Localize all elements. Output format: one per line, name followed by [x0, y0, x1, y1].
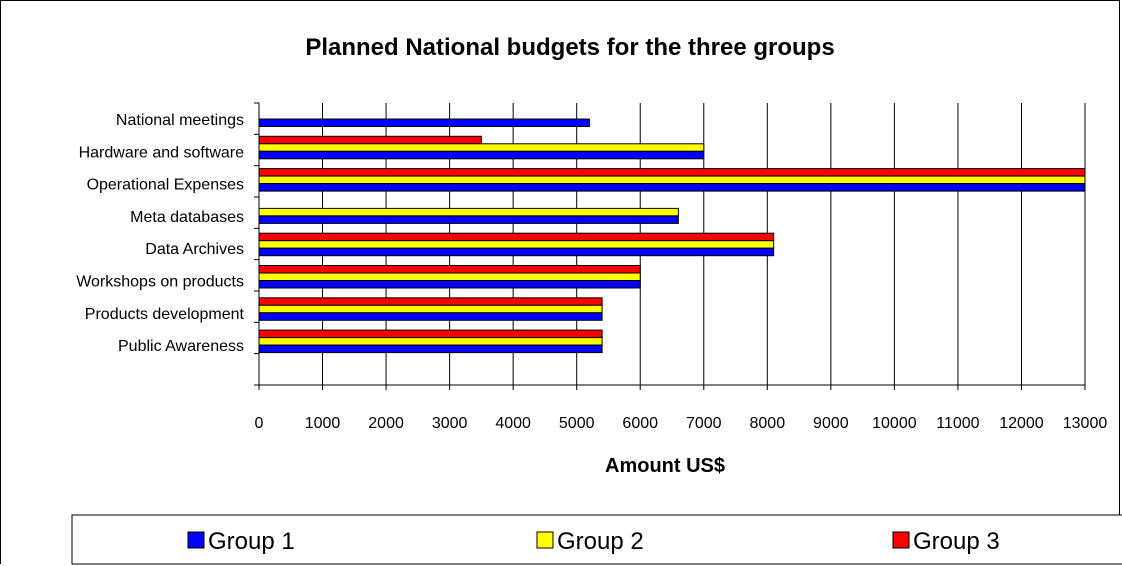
x-tick-label: 2000 [368, 415, 404, 432]
bar [258, 183, 1086, 192]
x-tick-label: 7000 [686, 415, 722, 432]
x-tick-label: 1000 [305, 415, 341, 432]
x-tick-label: 12000 [999, 415, 1044, 432]
category-label: National meetings [116, 112, 244, 129]
legend-label: Group 1 [208, 528, 295, 555]
x-tick-label: 9000 [813, 415, 849, 432]
x-tick-label: 11000 [936, 415, 979, 432]
category-label: Public Awareness [118, 338, 244, 355]
bar [258, 207, 679, 217]
category-label: Meta databases [130, 209, 244, 226]
category-label: Data Archives [145, 241, 244, 258]
bar [258, 168, 1086, 177]
x-tick-label: 0 [255, 415, 264, 432]
bar [258, 150, 705, 160]
bar [258, 280, 641, 289]
legend-box [71, 514, 1122, 565]
category-label: Hardware and software [79, 144, 245, 161]
category-label: Products development [85, 306, 245, 323]
bar [258, 240, 775, 249]
x-tick-label: 4000 [495, 415, 531, 432]
legend-swatch [536, 531, 554, 549]
axes [254, 102, 1085, 386]
bar [258, 215, 679, 224]
category-labels: National meetings Hardware and software Op… [76, 112, 244, 355]
x-tick-label: 6000 [622, 415, 658, 432]
bar [258, 135, 482, 145]
bar [258, 272, 641, 281]
bar [258, 329, 603, 339]
bar [258, 297, 603, 306]
x-tick-label: 8000 [750, 415, 786, 432]
bar [258, 337, 603, 346]
legend: Group 1 Group 2 Group 3 [71, 514, 1122, 565]
category-label: Workshops on products [76, 274, 244, 291]
legend-label: Group 3 [913, 528, 1000, 555]
bar [258, 232, 775, 242]
legend-swatch [187, 531, 205, 549]
x-tick-label: 5000 [559, 415, 595, 432]
bars [258, 118, 1086, 354]
legend-swatch [892, 531, 910, 549]
legend-label: Group 2 [557, 528, 644, 555]
x-tick-label: 10000 [872, 415, 917, 432]
bar [258, 344, 603, 354]
category-label: Operational Expenses [87, 177, 244, 194]
bar [258, 312, 603, 321]
bar [258, 247, 775, 257]
x-tick-label: 13000 [1063, 415, 1108, 432]
x-axis-label: Amount US$ [605, 455, 725, 477]
bar [258, 175, 1086, 185]
bar [258, 304, 603, 314]
tick-labels: 0 1000 2000 3000 4000 5000 6000 7000 8000 9000 100… [255, 415, 1108, 432]
bar [258, 265, 641, 274]
bar [258, 118, 590, 127]
chart-title: Planned National budgets for the three g… [305, 34, 834, 61]
bar [258, 143, 705, 152]
x-tick-label: 3000 [432, 415, 468, 432]
